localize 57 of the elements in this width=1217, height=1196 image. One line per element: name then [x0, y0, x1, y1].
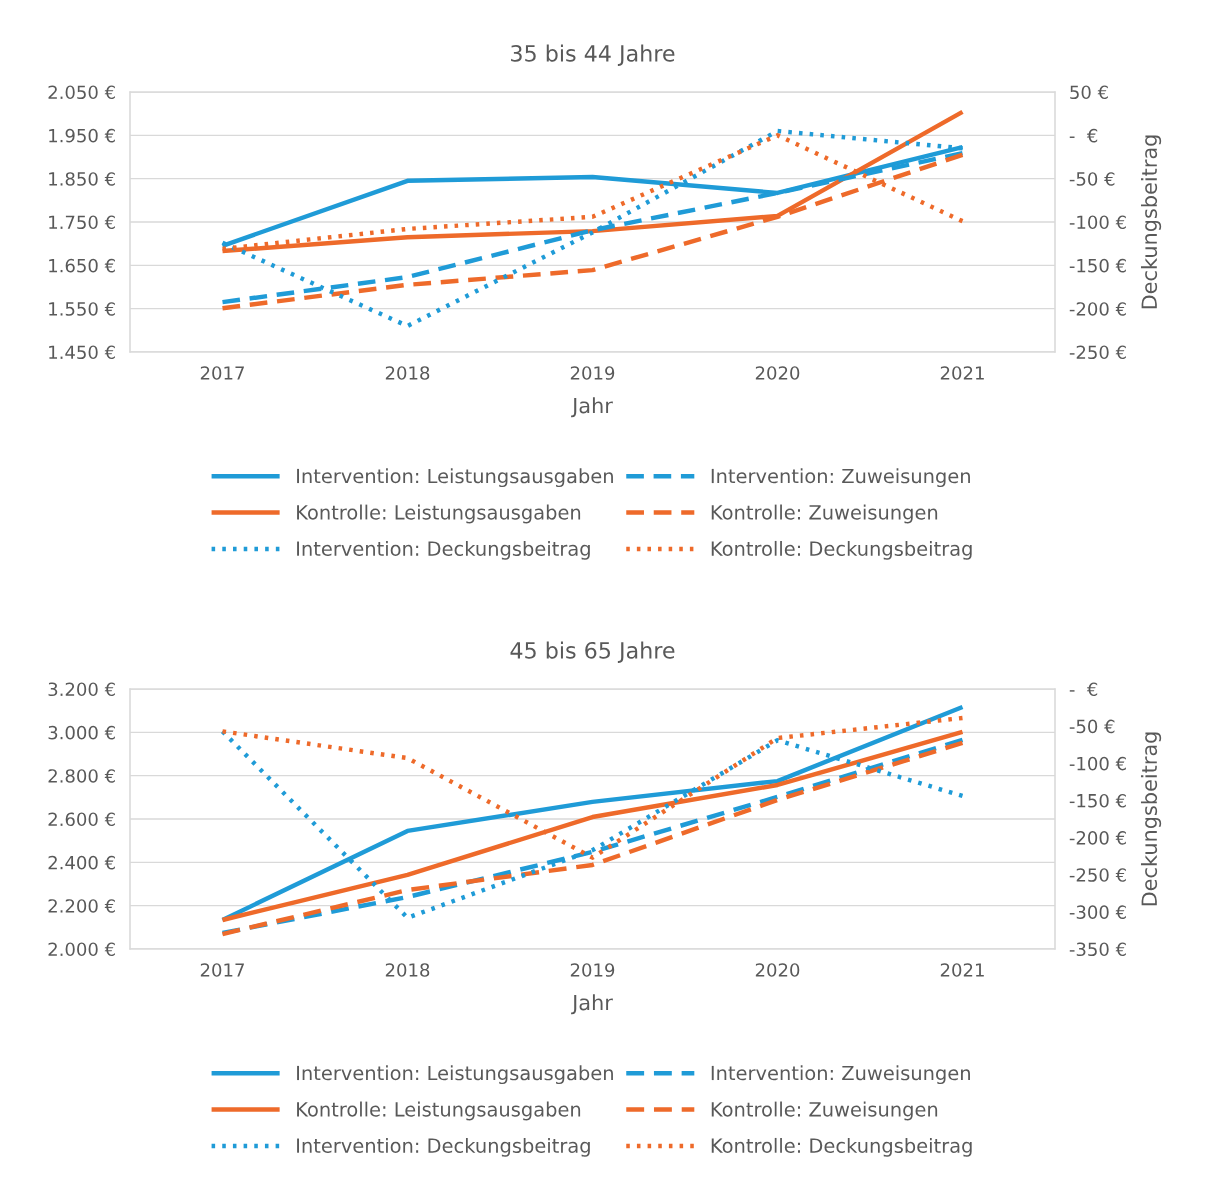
y2-tick-label: -200 € [1069, 302, 1126, 316]
y2-tick-label: -50 € [1069, 719, 1115, 734]
x-tick-label: 2018 [385, 366, 430, 380]
x-tick-label: 2019 [570, 963, 615, 977]
x-tick-label: 2021 [940, 963, 984, 977]
y2-tick-label: -150 € [1069, 793, 1126, 808]
y-tick-label: 1.750 € [49, 215, 115, 230]
y-tick-label: 1.650 € [49, 258, 115, 273]
y-tick-label: 1.450 € [49, 345, 115, 360]
legend-label: Kontrolle: Leistungsausgaben [297, 1101, 581, 1121]
y2-tick-label: - € [1069, 128, 1098, 143]
y2-tick-label: -250 € [1069, 345, 1126, 360]
y2-tick-label: -50 € [1069, 172, 1115, 186]
y2-tick-label: -300 € [1069, 905, 1126, 919]
legend-label: Intervention: Leistungsausgaben [297, 468, 613, 488]
y-tick-label: 1.550 € [49, 302, 115, 316]
y-tick-label: 2.400 € [48, 855, 115, 870]
y-tick-label: 2.200 € [48, 899, 115, 913]
x-tick-label: 2020 [755, 366, 800, 380]
x-axis-title: Jahr [571, 397, 613, 418]
legend-label: Kontrolle: Zuweisungen [711, 504, 938, 524]
x-axis-title: Jahr [571, 994, 613, 1015]
legend-label: Kontrolle: Leistungsausgaben [297, 504, 581, 524]
legend-label: Intervention: Zuweisungen [711, 1065, 970, 1085]
y-tick-label: 3.200 € [48, 682, 115, 697]
x-tick-label: 2017 [200, 366, 244, 380]
y-tick-label: 1.950 € [49, 128, 115, 143]
y2-tick-label: -100 € [1069, 215, 1126, 230]
legend-label: Kontrolle: Deckungsbeitrag [711, 540, 972, 560]
y-tick-label: 2.000 € [48, 942, 115, 957]
x-tick-label: 2020 [755, 963, 800, 977]
x-tick-label: 2018 [385, 963, 430, 977]
legend-label: Kontrolle: Zuweisungen [711, 1101, 938, 1121]
legend-label: Kontrolle: Deckungsbeitrag [711, 1137, 972, 1157]
x-tick-label: 2021 [940, 366, 984, 380]
legend-label: Intervention: Leistungsausgaben [297, 1065, 613, 1085]
y-tick-label: 3.000 € [48, 725, 115, 740]
y2-tick-label: -250 € [1069, 868, 1126, 882]
legend-label: Intervention: Zuweisungen [711, 468, 970, 488]
x-tick-label: 2017 [200, 963, 244, 977]
y2-axis-title: Deckungsbeitrag [1140, 732, 1162, 906]
y2-tick-label: -150 € [1069, 258, 1126, 273]
y2-axis-title: Deckungsbeitrag [1140, 135, 1162, 309]
chart-title: 45 bis 65 Jahre [510, 641, 675, 663]
y-tick-label: 1.850 € [49, 172, 115, 186]
chart-title: 35 bis 44 Jahre [511, 44, 675, 66]
x-tick-label: 2019 [570, 366, 615, 380]
y-tick-label: 2.050 € [48, 85, 115, 100]
y2-tick-label: -100 € [1069, 756, 1126, 771]
y2-tick-label: -200 € [1069, 831, 1126, 845]
legend-label: Intervention: Deckungsbeitrag [297, 540, 590, 560]
y2-tick-label: 50 € [1070, 85, 1108, 100]
y2-tick-label: - € [1069, 682, 1098, 697]
legend-label: Intervention: Deckungsbeitrag [297, 1137, 590, 1157]
y-tick-label: 2.600 € [48, 812, 115, 827]
y-tick-label: 2.800 € [48, 769, 115, 783]
y2-tick-label: -350 € [1069, 942, 1126, 957]
